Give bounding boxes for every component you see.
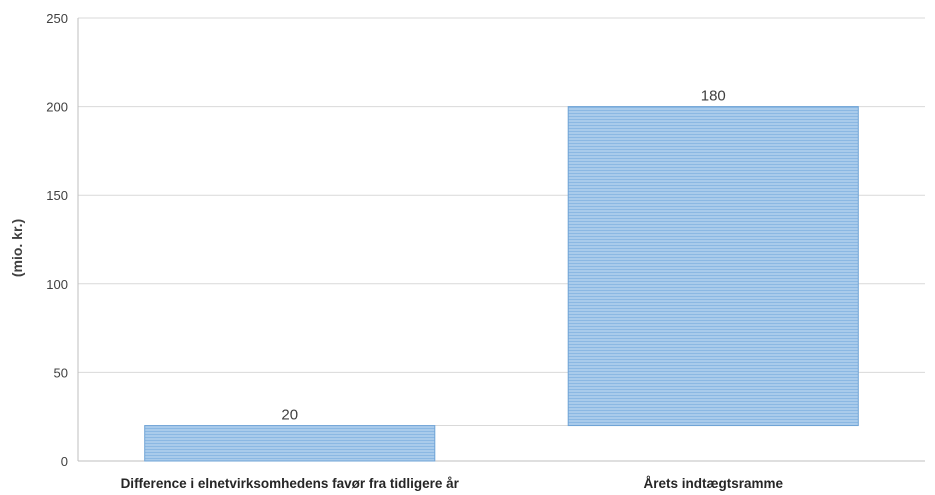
data-label: 20 xyxy=(281,407,298,424)
y-tick-label: 100 xyxy=(46,277,68,292)
bars xyxy=(144,106,859,462)
data-label: 180 xyxy=(701,88,726,105)
bar xyxy=(144,425,436,462)
x-tick-label: Årets indtægtsramme xyxy=(643,476,783,491)
y-tick-label: 0 xyxy=(61,454,68,469)
labels: 0 50 100 150 200 250 20 Difference i elnetvirks… xyxy=(46,11,783,491)
y-tick-label: 250 xyxy=(46,11,68,26)
y-axis-label: (mio. kr.) xyxy=(9,219,25,277)
y-tick-label: 200 xyxy=(46,100,68,115)
y-tick-label: 50 xyxy=(54,365,68,380)
y-tick-label: 150 xyxy=(46,188,68,203)
x-tick-label: Difference i elnetvirksomhedens favør fr… xyxy=(121,476,460,491)
bar xyxy=(567,106,859,427)
